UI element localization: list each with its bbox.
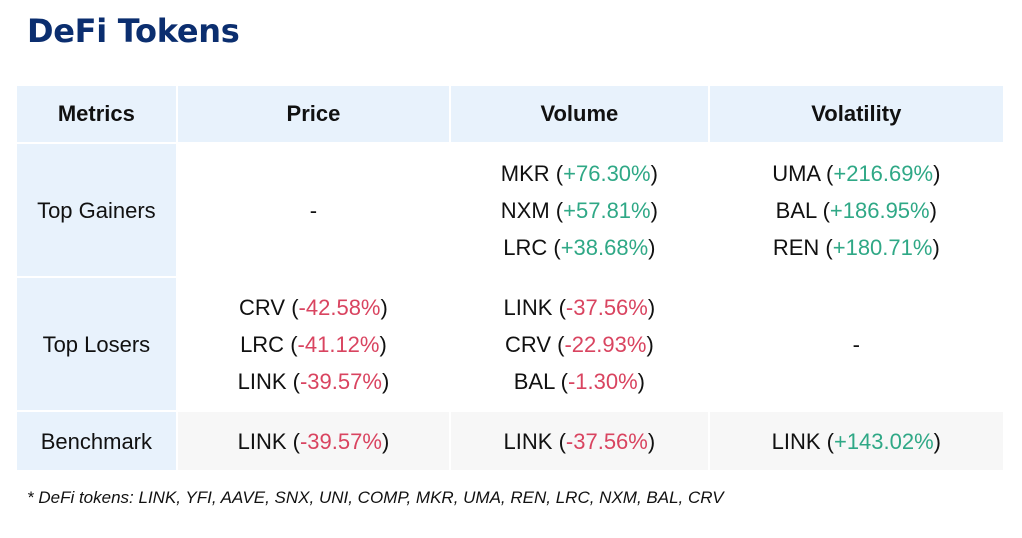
- token-entry: LINK (-39.57%): [237, 368, 390, 394]
- token-symbol: LINK: [503, 428, 553, 454]
- token-entry: LRC (-41.12%): [240, 331, 387, 357]
- volatility-cell: UMA (+216.69%) BAL (+186.95%) REN (+180.…: [710, 144, 1003, 276]
- volume-cell: LINK (-37.56%) CRV (-22.93%) BAL (-1.30%…: [451, 278, 707, 410]
- price-cell: LINK (-39.57%): [177, 412, 450, 470]
- volatility-cell: -: [710, 278, 1003, 410]
- header-volatility: Volatility: [709, 86, 1003, 142]
- token-entry: BAL (-1.30%): [513, 368, 645, 394]
- change-percent: +76.30%: [563, 160, 651, 186]
- change-percent: +216.69%: [833, 160, 934, 186]
- token-entry: LINK (+143.02%): [771, 428, 941, 454]
- page-title: DeFi Tokens: [27, 12, 240, 50]
- token-entry: NXM (+57.81%): [500, 197, 658, 223]
- token-entry: REN (+180.71%): [772, 234, 940, 260]
- token-entry: LINK (-39.57%): [237, 428, 390, 454]
- change-percent: +38.68%: [560, 234, 649, 260]
- token-symbol: LINK: [771, 428, 821, 454]
- change-percent: -1.30%: [567, 368, 638, 394]
- volatility-cell: LINK (+143.02%): [709, 412, 1003, 470]
- volume-cell: MKR (+76.30%) NXM (+57.81%) LRC (+38.68%…: [451, 144, 707, 276]
- change-percent: -37.56%: [565, 294, 648, 320]
- change-percent: -39.57%: [299, 428, 382, 454]
- change-percent: +57.81%: [563, 197, 651, 223]
- row-label: Benchmark: [17, 412, 176, 470]
- change-percent: -42.58%: [298, 294, 381, 320]
- token-symbol: LRC: [503, 234, 548, 260]
- volume-cell: LINK (-37.56%): [451, 412, 708, 470]
- token-entry: CRV (-22.93%): [504, 331, 654, 357]
- token-symbol: LINK: [237, 428, 287, 454]
- price-cell: CRV (-42.58%) LRC (-41.12%) LINK (-39.57…: [178, 278, 449, 410]
- change-percent: -39.57%: [299, 368, 382, 394]
- change-percent: -22.93%: [564, 331, 647, 357]
- table-row-top-losers: Top Losers CRV (-42.58%) LRC (-41.12%) L…: [17, 278, 1003, 410]
- token-symbol: BAL: [513, 368, 555, 394]
- token-entry: MKR (+76.30%): [500, 160, 658, 186]
- token-entry: LINK (-37.56%): [503, 294, 656, 320]
- token-symbol: REN: [772, 234, 820, 260]
- empty-dash: -: [309, 197, 318, 223]
- empty-dash: -: [852, 331, 860, 357]
- token-symbol: CRV: [504, 331, 552, 357]
- change-percent: -37.56%: [565, 428, 648, 454]
- change-percent: +180.71%: [832, 234, 933, 260]
- change-percent: +186.95%: [829, 197, 930, 223]
- token-symbol: NXM: [500, 197, 550, 223]
- price-cell: -: [178, 144, 449, 276]
- token-entry: UMA (+216.69%): [772, 160, 941, 186]
- table-row-benchmark: Benchmark LINK (-39.57%) LINK (-37.56%) …: [17, 412, 1003, 470]
- change-percent: +143.02%: [833, 428, 934, 454]
- table-row-top-gainers: Top Gainers - MKR (+76.30%) NXM (+57.81%…: [17, 144, 1003, 276]
- token-symbol: MKR: [500, 160, 550, 186]
- footnote: * DeFi tokens: LINK, YFI, AAVE, SNX, UNI…: [27, 488, 724, 507]
- defi-metrics-table: Metrics Price Volume Volatility Top Gain…: [15, 84, 1005, 472]
- token-entry: CRV (-42.58%): [239, 294, 388, 320]
- token-symbol: LRC: [240, 331, 285, 357]
- token-symbol: UMA: [772, 160, 820, 186]
- token-entry: BAL (+186.95%): [775, 197, 937, 223]
- token-symbol: LINK: [237, 368, 287, 394]
- header-row: Metrics Price Volume Volatility: [17, 86, 1003, 142]
- header-metrics: Metrics: [17, 86, 176, 142]
- token-entry: LINK (-37.56%): [503, 428, 656, 454]
- token-symbol: CRV: [239, 294, 286, 320]
- row-label: Top Losers: [17, 278, 176, 410]
- header-volume: Volume: [451, 86, 708, 142]
- token-symbol: LINK: [503, 294, 553, 320]
- header-price: Price: [177, 86, 450, 142]
- change-percent: -41.12%: [297, 331, 380, 357]
- token-symbol: BAL: [775, 197, 817, 223]
- token-entry: LRC (+38.68%): [503, 234, 656, 260]
- row-label: Top Gainers: [17, 144, 176, 276]
